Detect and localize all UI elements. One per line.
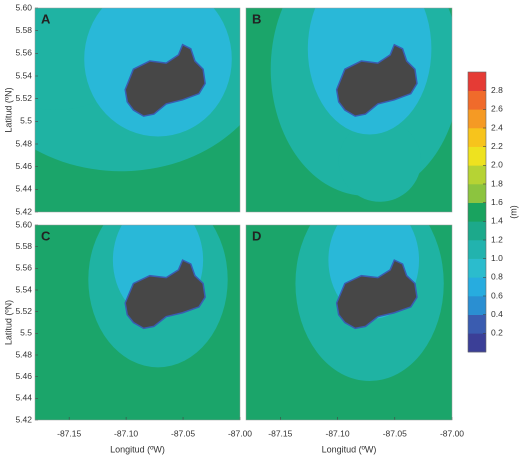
panel-label: B: [252, 11, 261, 26]
colorbar-tick-label: 1.6: [491, 197, 503, 207]
colorbar-tick-label: 2.8: [491, 85, 503, 95]
panel-label: D: [252, 228, 261, 243]
colorbar-bin: [468, 202, 486, 222]
panel-label: A: [41, 11, 51, 26]
y-tick-label: 5.42: [15, 414, 32, 424]
colorbar-tick-label: 2.2: [491, 141, 503, 151]
colorbar-bin: [468, 296, 486, 315]
y-tick-label: 5.60: [15, 219, 32, 229]
y-tick-label: 5.5: [20, 328, 32, 338]
y-tick-label: 5.52: [15, 306, 32, 316]
colorbar-label: (m): [508, 205, 518, 219]
colorbar-bin: [468, 258, 486, 278]
colorbar-tick-label: 1.2: [491, 234, 503, 244]
panel: [35, 8, 240, 212]
colorbar-tick-label: 2.0: [491, 160, 503, 170]
contour-region: [338, 120, 422, 202]
colorbar-bin: [468, 109, 486, 129]
x-tick-label: -87.10: [114, 428, 138, 438]
y-tick-label: 5.5: [20, 116, 32, 126]
panel: [246, 225, 452, 420]
y-tick-label: 5.52: [15, 93, 32, 103]
colorbar-tick-label: 0.2: [491, 328, 503, 338]
colorbar-bin: [468, 333, 486, 353]
y-tick-label: 5.54: [15, 70, 32, 80]
x-axis-label: Longitud (ºW): [110, 444, 165, 454]
y-tick-label: 5.60: [15, 2, 32, 12]
island: [124, 259, 206, 330]
colorbar-tick-label: 0.6: [491, 290, 503, 300]
colorbar-tick-label: 1.4: [491, 216, 503, 226]
x-axis-label: Longitud (ºW): [322, 444, 377, 454]
y-axis-label: Latitud (ºN): [3, 87, 13, 132]
x-tick-label: -87.00: [440, 428, 464, 438]
island: [124, 43, 206, 117]
colorbar-bin: [468, 128, 486, 147]
x-tick-label: -87.15: [268, 428, 292, 438]
colorbar-bin: [468, 314, 486, 334]
colorbar-frame: [467, 71, 487, 353]
x-tick-label: -87.05: [171, 428, 195, 438]
x-tick-label: -87.10: [326, 428, 350, 438]
colorbar-bin: [468, 72, 486, 91]
y-tick-label: 5.58: [15, 241, 32, 251]
y-tick-label: 5.56: [15, 263, 32, 273]
colorbar-bin: [468, 90, 486, 110]
colorbar-bin: [468, 221, 486, 241]
x-tick-label: -87.00: [228, 428, 252, 438]
y-tick-label: 5.42: [15, 206, 32, 216]
panel-label: C: [41, 228, 51, 243]
panel: [35, 225, 240, 420]
panel-frame: [34, 7, 241, 213]
y-axis-label: Latitud (ºN): [3, 300, 13, 345]
colorbar-bin: [468, 165, 486, 185]
y-tick-label: 5.54: [15, 284, 32, 294]
colorbar-bin: [468, 146, 486, 166]
panel-frame: [245, 224, 453, 421]
y-tick-label: 5.48: [15, 138, 32, 148]
colorbar-tick-label: 0.8: [491, 272, 503, 282]
colorbar-bin: [468, 184, 486, 203]
y-tick-label: 5.44: [15, 393, 32, 403]
y-tick-label: 5.44: [15, 184, 32, 194]
panel: [246, 8, 452, 212]
panel-frame: [34, 224, 241, 421]
colorbar-tick-label: 1.0: [491, 253, 503, 263]
island: [335, 259, 418, 330]
y-tick-label: 5.56: [15, 48, 32, 58]
panel-frame: [245, 7, 453, 213]
colorbar-tick-label: 0.4: [491, 309, 503, 319]
island: [335, 43, 418, 117]
y-tick-label: 5.46: [15, 371, 32, 381]
colorbar-bin: [468, 240, 486, 259]
y-tick-label: 5.48: [15, 349, 32, 359]
x-tick-label: -87.05: [383, 428, 407, 438]
colorbar-tick-label: 2.6: [491, 104, 503, 114]
colorbar-bin: [468, 277, 486, 297]
colorbar-tick-label: 1.8: [491, 178, 503, 188]
y-tick-label: 5.58: [15, 25, 32, 35]
x-tick-label: -87.15: [57, 428, 81, 438]
colorbar-tick-label: 2.4: [491, 122, 503, 132]
y-tick-label: 5.46: [15, 161, 32, 171]
